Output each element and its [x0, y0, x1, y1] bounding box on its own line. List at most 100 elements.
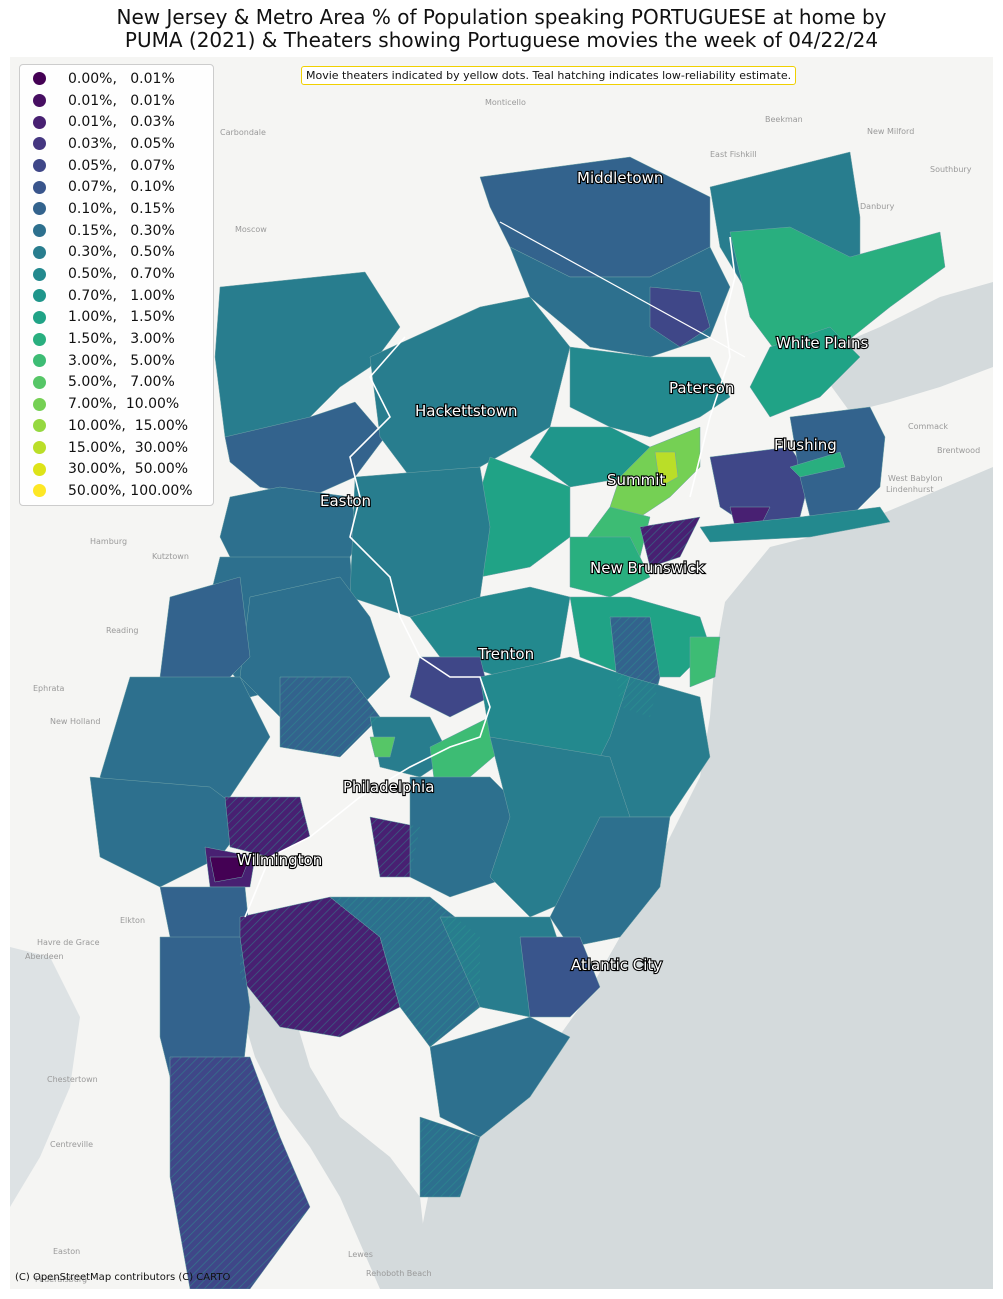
legend-label: 0.05%, 0.07% [68, 157, 175, 174]
delaware-river [244, 336, 491, 918]
legend-item: 0.01%, 0.03% [20, 111, 213, 133]
basemap-town-label: Reading [106, 626, 138, 635]
legend-item: 30.00%, 50.00% [20, 458, 213, 480]
map-title-line-2: PUMA (2021) & Theaters showing Portugues… [124, 28, 879, 52]
legend-label: 0.15%, 0.30% [68, 222, 175, 239]
long-island-sound [810, 282, 993, 412]
basemap-town-label: Kutztown [152, 552, 189, 561]
basemap-town-label: Lindenhurst [886, 485, 934, 494]
city-label-paterson: Paterson [669, 379, 734, 397]
legend-swatch [33, 245, 46, 259]
choropleth-map: Carbondale Moscow Hamburg Kutztown Readi… [10, 57, 993, 1289]
legend-label: 0.00%, 0.01% [68, 70, 175, 87]
legend-swatch [33, 354, 46, 368]
legend-item: 10.00%, 15.00% [20, 415, 213, 437]
basemap-town-label: West Babylon [888, 474, 943, 483]
puma-region [689, 636, 721, 688]
city-label-summit: Summit [607, 471, 665, 489]
city-label-philadelphia: Philadelphia [343, 778, 434, 796]
legend-swatch [33, 202, 46, 216]
legend-item: 7.00%, 10.00% [20, 393, 213, 415]
legend-label: 7.00%, 10.00% [68, 396, 180, 413]
basemap-town-label: Monticello [485, 98, 526, 107]
ocean [410, 467, 993, 1289]
basemap-town-label: Ephrata [33, 684, 65, 693]
basemap-town-label: Moscow [235, 225, 267, 234]
legend-swatch [33, 484, 46, 498]
low-reliability-hatching [170, 517, 700, 1289]
legend-item: 0.10%, 0.15% [20, 198, 213, 220]
legend-swatch [33, 180, 46, 194]
puma-region [749, 326, 861, 418]
puma-region [699, 506, 891, 543]
legend-label: 0.30%, 0.50% [68, 244, 175, 261]
basemap-town-label: Brentwood [937, 446, 980, 455]
legend-item: 1.50%, 3.00% [20, 328, 213, 350]
map-annotation-note: Movie theaters indicated by yellow dots.… [301, 66, 797, 85]
legend-item: 15.00%, 30.00% [20, 437, 213, 459]
basemap-town-label: East Fishkill [710, 150, 757, 159]
basemap-town-label: Hamburg [90, 537, 127, 546]
legend-label: 0.03%, 0.05% [68, 135, 175, 152]
puma-region [569, 346, 731, 438]
legend-label: 1.00%, 1.50% [68, 309, 175, 326]
basemap-town-label: Southbury [930, 165, 972, 174]
city-label-atlantic-city: Atlantic City [571, 956, 662, 974]
legend-item: 0.30%, 0.50% [20, 242, 213, 264]
city-label-middletown: Middletown [577, 169, 663, 187]
legend-item: 0.70%, 1.00% [20, 285, 213, 307]
legend-label: 0.50%, 0.70% [68, 266, 175, 283]
legend-item: 0.05%, 0.07% [20, 155, 213, 177]
city-label-wilmington: Wilmington [237, 851, 322, 869]
basemap-town-label: Carbondale [220, 128, 266, 137]
legend-label: 3.00%, 5.00% [68, 352, 175, 369]
basemap-town-label: Federalsburg [35, 1275, 87, 1284]
puma-region [789, 451, 846, 478]
city-label-trenton: Trenton [477, 645, 534, 663]
basemap-town-label: Rehoboth Beach [366, 1269, 432, 1278]
city-label-flushing: Flushing [774, 436, 837, 454]
legend-swatch [33, 94, 46, 108]
puma-region [349, 466, 491, 618]
legend: 0.00%, 0.01% 0.01%, 0.01% 0.01%, 0.03% 0.03… [19, 64, 214, 506]
puma-region [729, 226, 946, 358]
basemap-town-label: Danbury [860, 202, 895, 211]
legend-label: 50.00%, 100.00% [68, 482, 193, 499]
legend-label: 0.01%, 0.03% [68, 114, 175, 131]
puma-region [209, 856, 251, 883]
ny-nj-border [499, 221, 746, 358]
basemap-town-label: Chestertown [47, 1075, 98, 1084]
legend-swatch [33, 267, 46, 281]
puma-region [654, 451, 679, 488]
map-title: New Jersey & Metro Area % of Population … [0, 6, 1003, 52]
legend-swatch [33, 289, 46, 303]
legend-swatch [33, 72, 46, 86]
basemap-town-label: Elkton [120, 916, 145, 925]
map-title-line-1: New Jersey & Metro Area % of Population … [116, 5, 887, 29]
city-labels: Middletown White Plains Paterson Hackett… [236, 168, 870, 975]
city-label-new-brunswick: New Brunswick [590, 559, 704, 577]
rivers [244, 221, 746, 918]
basemap-town-label: Easton [53, 1247, 80, 1256]
legend-label: 10.00%, 15.00% [68, 417, 189, 434]
basemap-town-labels: Carbondale Moscow Hamburg Kutztown Readi… [25, 98, 980, 1284]
legend-label: 15.00%, 30.00% [68, 439, 189, 456]
puma-region [409, 656, 491, 718]
puma-region [649, 286, 711, 348]
chesapeake-bay [10, 947, 80, 1207]
legend-item: 3.00%, 5.00% [20, 350, 213, 372]
legend-swatch [33, 332, 46, 346]
legend-item: 50.00%, 100.00% [20, 480, 213, 502]
city-label-white-plains: White Plains [776, 334, 868, 352]
basemap-town-label: Lewes [348, 1250, 373, 1259]
legend-label: 0.07%, 0.10% [68, 179, 175, 196]
legend-label: 1.50%, 3.00% [68, 331, 175, 348]
attribution-credit: (C) OpenStreetMap contributors (C) CARTO [15, 1272, 231, 1283]
puma-region [369, 736, 396, 758]
legend-swatch [33, 397, 46, 411]
puma-region [214, 271, 401, 443]
legend-item: 5.00%, 7.00% [20, 372, 213, 394]
legend-label: 0.70%, 1.00% [68, 287, 175, 304]
hudson-river [689, 236, 736, 498]
puma-region [569, 536, 651, 598]
